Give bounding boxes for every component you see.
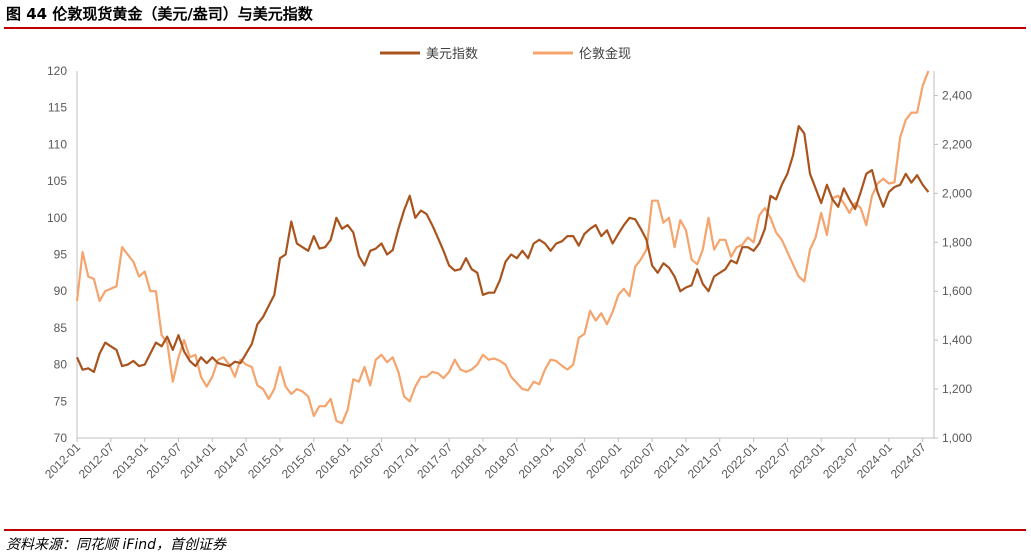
y-right-tick-label: 1,400 [942,333,972,347]
x-tick-label: 2018-01 [448,440,489,481]
x-tick-label: 2024-01 [854,440,895,481]
y-right-tick-label: 2,000 [942,186,972,200]
y-left-tick-label: 85 [54,321,68,335]
x-tick-label: 2021-01 [651,440,692,481]
y-right-tick-label: 2,400 [942,88,972,102]
x-tick-label: 2017-01 [380,440,421,481]
x-tick-label: 2024-07 [888,440,929,481]
y-left-tick-label: 75 [54,394,68,408]
x-tick-label: 2019-01 [516,440,557,481]
x-tick-label: 2014-07 [211,440,252,481]
x-tick-label: 2021-07 [685,440,726,481]
axes [76,71,938,442]
x-tick-label: 2020-01 [583,440,624,481]
source-note: 资料来源：同花顺 iFind，首创证券 [6,537,227,553]
bottom-divider [4,529,1026,531]
y-right-tick-label: 1,800 [942,235,972,249]
x-tick-label: 2017-07 [414,440,455,481]
series-line-london-gold [75,70,930,425]
y-left-tick-label: 70 [54,431,68,445]
figure-title: 图 44 伦敦现货黄金（美元/盎司）与美元指数 [6,5,313,23]
y-left-tick-label: 90 [54,284,68,298]
x-tick-label: 2023-01 [786,440,827,481]
y-left-tick-label: 110 [48,137,67,151]
y-right-tick-label: 1,000 [942,431,972,445]
tick-labels: 70 75 80 85 90 95 100 105 110 115 120 1,000 1,200 1,4… [42,64,972,481]
x-tick-label: 2016-01 [313,440,354,481]
x-tick-label: 2022-01 [719,440,760,481]
x-tick-label: 2019-07 [550,440,591,481]
chart: 美元指数 伦敦金现 70 75 80 85 90 95 100 105 110 115 120 1,0… [42,46,972,481]
legend: 美元指数 伦敦金现 [380,46,631,62]
x-tick-label: 2013-01 [110,440,151,481]
legend-label-dollar-index: 美元指数 [426,47,478,62]
y-right-tick-label: 1,600 [942,284,972,298]
legend-label-london-gold: 伦敦金现 [579,46,631,62]
y-left-tick-label: 120 [47,64,67,78]
series-line-dollar-index [75,124,930,373]
y-left-tick-label: 105 [47,174,67,188]
x-tick-label: 2018-07 [482,440,523,481]
x-tick-label: 2023-07 [820,440,861,481]
y-right-tick-label: 1,200 [942,382,972,396]
y-left-tick-label: 95 [54,248,68,262]
x-tick-label: 2013-07 [144,440,185,481]
series-lines [75,70,930,425]
y-left-tick-label: 100 [47,211,67,225]
x-tick-label: 2020-07 [617,440,658,481]
top-divider [4,27,1026,29]
x-tick-label: 2012-07 [76,440,117,481]
x-tick-label: 2016-07 [347,440,388,481]
x-tick-label: 2015-01 [245,440,286,481]
x-tick-label: 2014-01 [177,440,218,481]
y-left-tick-label: 115 [48,101,67,115]
y-left-tick-label: 80 [54,358,68,372]
x-tick-label: 2012-01 [42,440,83,481]
y-right-tick-label: 2,200 [942,137,972,151]
x-tick-label: 2022-07 [752,440,793,481]
x-tick-label: 2015-07 [279,440,320,481]
